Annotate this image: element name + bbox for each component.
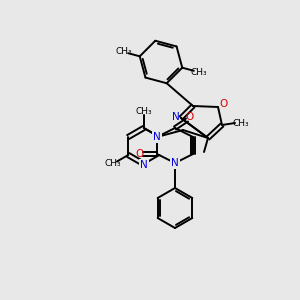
Text: O: O <box>186 112 194 122</box>
Text: N: N <box>140 160 148 170</box>
Text: N: N <box>153 132 161 142</box>
Text: O: O <box>135 149 143 159</box>
Text: O: O <box>219 99 227 109</box>
Text: CH₃: CH₃ <box>190 68 207 76</box>
Text: CH₃: CH₃ <box>104 159 121 168</box>
Text: CH₃: CH₃ <box>136 106 152 116</box>
Text: N: N <box>172 112 180 122</box>
Text: CH₃: CH₃ <box>233 118 249 127</box>
Text: CH₃: CH₃ <box>115 47 132 56</box>
Text: N: N <box>171 158 179 168</box>
